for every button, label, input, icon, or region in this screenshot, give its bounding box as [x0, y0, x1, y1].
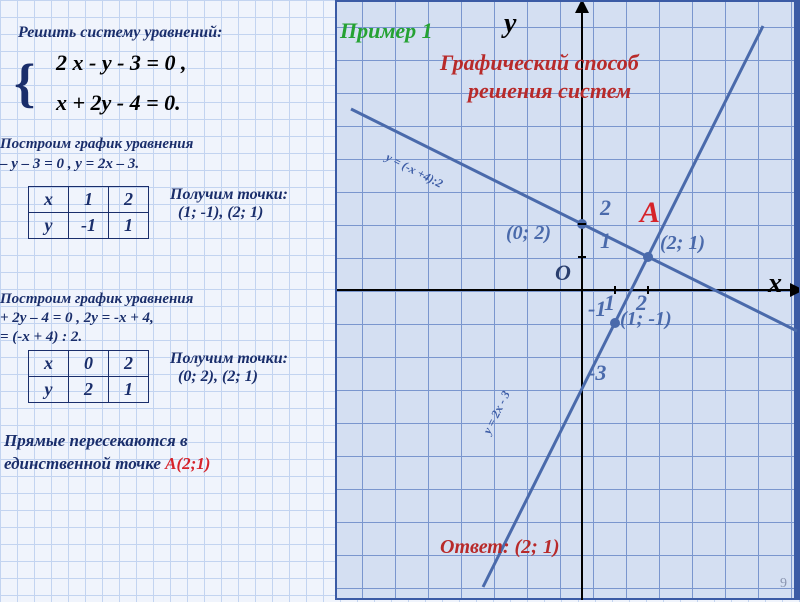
t2-x2: 2 — [109, 351, 149, 377]
brace: { — [14, 52, 35, 114]
tick-y2: 2 — [600, 195, 611, 221]
cross-line1: Прямые пересекаются в — [4, 431, 188, 450]
build1-line1: Построим график уравнения — [0, 136, 193, 152]
t1-x-label: x — [29, 187, 69, 213]
origin-label: О — [555, 260, 571, 286]
points2: Получим точки: (0; 2), (2; 1) — [170, 350, 288, 386]
t2-x-label: x — [29, 351, 69, 377]
point-A-label: А — [640, 196, 660, 230]
t2-y-label: y — [29, 377, 69, 403]
build1-line2: – y – 3 = 0 , y = 2x – 3. — [0, 156, 139, 172]
method-line1: Графический способ — [440, 50, 639, 76]
problem-heading: Решить систему уравнений: — [18, 24, 331, 42]
table-1: x 1 2 y -1 1 — [28, 186, 149, 239]
tick-ym3: -3 — [588, 360, 606, 386]
tick-y1: 1 — [600, 228, 611, 254]
points2-vals: (0; 2), (2; 1) — [178, 368, 258, 385]
points1: Получим точки: (1; -1), (2; 1) — [170, 186, 288, 222]
answer-text: Ответ: (2; 1) — [440, 536, 560, 559]
example-title: Пример 1 — [340, 18, 433, 44]
build2-line3: = (-x + 4) : 2. — [0, 329, 82, 345]
points1-vals: (1; -1), (2; 1) — [178, 204, 263, 221]
pt-0-2: (0; 2) — [506, 222, 551, 245]
cross-point: А(2;1) — [165, 454, 210, 473]
x-axis-label: х — [768, 268, 782, 300]
build-graph-2: Построим график уравнения + 2y – 4 = 0 ,… — [0, 290, 193, 346]
t1-x1: 1 — [69, 187, 109, 213]
t2-x1: 0 — [69, 351, 109, 377]
build-graph-1: Построим график уравнения – y – 3 = 0 , … — [0, 135, 193, 174]
build2-line2: + 2y – 4 = 0 , 2y = -x + 4, — [0, 310, 154, 326]
t1-x2: 2 — [109, 187, 149, 213]
t2-y2: 1 — [109, 377, 149, 403]
tick-x1: 1 — [604, 290, 615, 316]
left-panel: Решить систему уравнений: { 2 x - y - 3 … — [0, 0, 335, 600]
equation-2: x + 2y - 4 = 0. — [56, 90, 181, 116]
t1-y2: 1 — [109, 213, 149, 239]
pt-2-1: (2; 1) — [660, 232, 705, 255]
cross-line2: единственной точке — [4, 454, 165, 473]
t2-y1: 2 — [69, 377, 109, 403]
build2-line1: Построим график уравнения — [0, 291, 193, 307]
t1-y1: -1 — [69, 213, 109, 239]
y-axis-label: у — [504, 8, 516, 40]
intersection-text: Прямые пересекаются в единственной точке… — [4, 430, 210, 476]
method-line2: решения систем — [468, 78, 631, 104]
t1-y-label: y — [29, 213, 69, 239]
pt-1-m1: (1; -1) — [620, 308, 672, 331]
equation-1: 2 x - y - 3 = 0 , — [56, 50, 186, 76]
points2-label: Получим точки: — [170, 350, 288, 367]
points1-label: Получим точки: — [170, 186, 288, 203]
table-2: x 0 2 y 2 1 — [28, 350, 149, 403]
